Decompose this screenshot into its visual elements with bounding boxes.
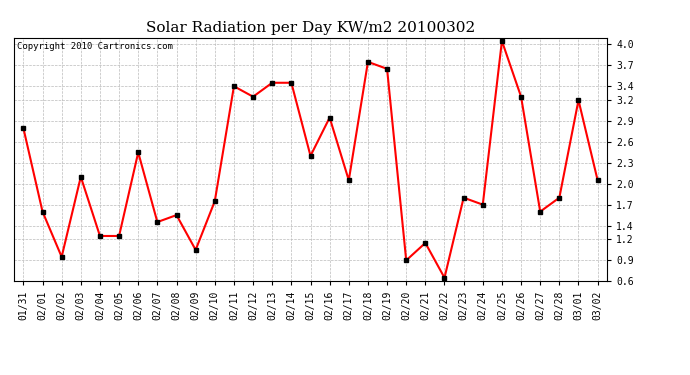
Text: Copyright 2010 Cartronics.com: Copyright 2010 Cartronics.com [17,42,172,51]
Title: Solar Radiation per Day KW/m2 20100302: Solar Radiation per Day KW/m2 20100302 [146,21,475,35]
